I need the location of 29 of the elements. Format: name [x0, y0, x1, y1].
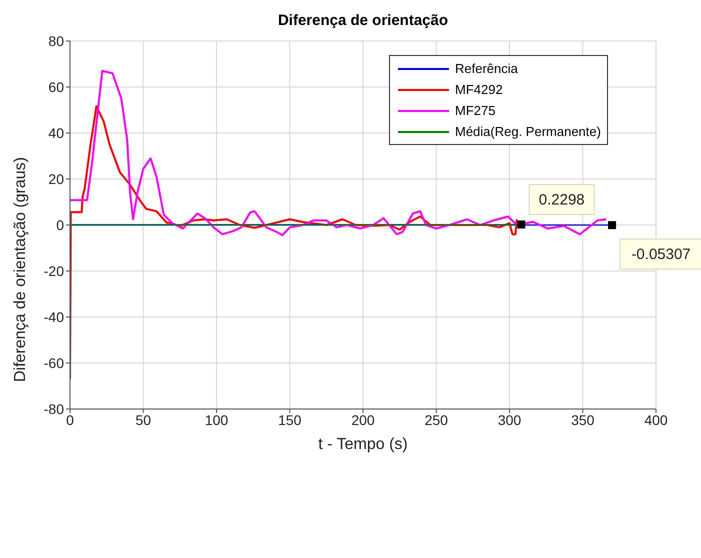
chart-title: Diferença de orientação: [276, 12, 450, 29]
y-tick-label: 80: [48, 32, 64, 49]
y-tick-label: -60: [44, 354, 64, 371]
x-tick-label: 350: [571, 412, 595, 428]
y-tick-label: 0: [56, 216, 64, 233]
x-tick-label: 300: [498, 412, 522, 428]
x-tick-label: 200: [351, 412, 375, 428]
y-tick-label: -80: [44, 400, 64, 417]
x-tick-label: 400: [644, 412, 668, 428]
y-tick-label: -20: [44, 262, 64, 279]
x-tick-label: 250: [424, 412, 448, 428]
legend-label: Média(Reg. Permanente): [455, 124, 601, 139]
legend-label: Referência: [455, 61, 518, 76]
x-axis-title: t - Tempo (s): [318, 436, 408, 453]
legend-label: MF4292: [455, 82, 503, 97]
datatip: 0.2298: [517, 184, 595, 228]
y-tick-label: 40: [48, 124, 64, 141]
datatip: -0.05307: [608, 221, 701, 270]
x-tick-label: 50: [135, 412, 152, 428]
y-axis-title: Diferença de orientação (graus): [12, 157, 30, 382]
x-tick-label: 150: [278, 412, 302, 428]
y-tick-label: 60: [48, 78, 64, 95]
annotation: -0.05307: [631, 246, 691, 264]
x-tick-label: 0: [66, 412, 74, 428]
annotation: 0.2298: [538, 191, 585, 208]
y-tick-label: -40: [44, 308, 64, 325]
x-tick-label: 100: [204, 412, 228, 428]
legend-label: MF275: [455, 103, 496, 118]
y-tick-label: 20: [48, 170, 64, 187]
